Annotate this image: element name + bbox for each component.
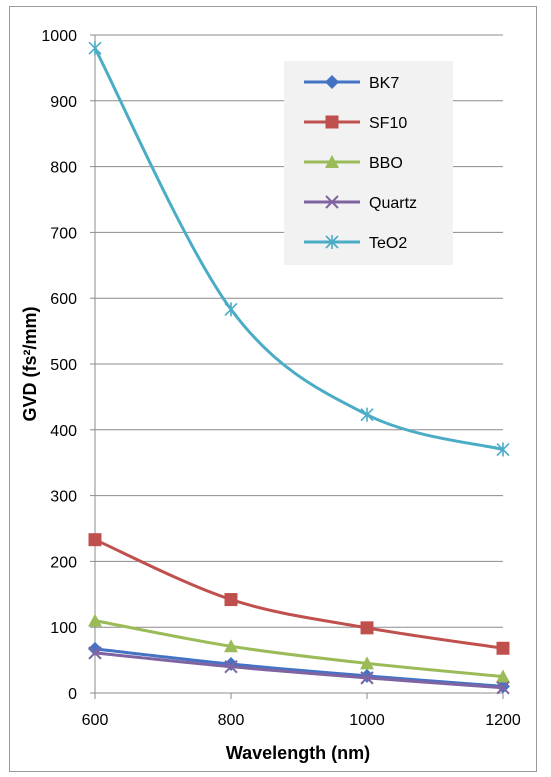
- x-tick-label: 600: [82, 712, 109, 729]
- legend-label-bk7: BK7: [369, 75, 399, 92]
- series-group: [88, 41, 510, 695]
- y-tick-label: 100: [50, 620, 77, 637]
- legend-marker-bbo: [325, 155, 339, 168]
- data-point-bbo: [360, 656, 374, 670]
- legend-label-sf10: SF10: [369, 115, 407, 132]
- data-point-sf10: [496, 641, 510, 655]
- data-point-bbo: [496, 669, 510, 683]
- y-tick-label: 200: [50, 554, 77, 571]
- series-line-teo2: [93, 47, 504, 451]
- legend-label-teo2: TeO2: [369, 235, 407, 252]
- data-point-bbo: [224, 639, 238, 653]
- data-point-sf10: [360, 621, 374, 635]
- x-tick-label: 1200: [485, 712, 521, 729]
- series-line-bk7: [94, 647, 504, 688]
- legend-marker-bk7: [325, 75, 339, 89]
- series-bbo: [88, 613, 510, 683]
- legend: BK7 SF10 BBO Quartz TeO2: [284, 61, 453, 265]
- legend-label-bbo: BBO: [369, 155, 403, 172]
- y-tick-label: 0: [68, 686, 77, 703]
- data-point-sf10: [224, 593, 238, 607]
- y-tick-label: 800: [50, 160, 77, 177]
- data-point-teo2: [88, 41, 102, 56]
- tick-labels: 0 100 200 300 400 500 600 700 800 900 1000 600 800 10…: [41, 28, 520, 729]
- series-line-quartz: [94, 651, 504, 690]
- axes: [90, 34, 504, 699]
- data-point-quartz: [496, 681, 510, 695]
- data-point-teo2: [224, 302, 238, 317]
- series-quartz: [88, 646, 510, 695]
- data-point-bbo: [88, 613, 102, 627]
- y-tick-label: 700: [50, 225, 77, 242]
- data-point-sf10: [88, 533, 102, 547]
- x-axis-title: Wavelength (nm): [226, 743, 370, 763]
- y-axis-title: GVD (fs²/mm): [20, 306, 40, 421]
- data-point-teo2: [360, 407, 374, 422]
- y-tick-label: 900: [50, 94, 77, 111]
- x-tick-label: 800: [218, 712, 245, 729]
- data-point-quartz: [224, 659, 238, 674]
- data-point-quartz: [88, 646, 102, 660]
- series-teo2: [88, 41, 510, 457]
- y-tick-label: 500: [50, 357, 77, 374]
- data-point-bk7: [360, 668, 374, 683]
- legend-label-quartz: Quartz: [369, 195, 417, 212]
- legend-marker-quartz: [325, 195, 339, 209]
- series-line-sf10: [94, 538, 504, 650]
- y-tick-label: 600: [50, 291, 77, 308]
- data-point-bk7: [224, 657, 238, 672]
- series-bk7: [88, 641, 510, 694]
- y-tick-label: 300: [50, 489, 77, 506]
- series-sf10: [88, 533, 510, 655]
- x-tick-label: 1000: [349, 712, 385, 729]
- legend-marker-sf10: [325, 115, 339, 129]
- series-line-bbo: [94, 619, 504, 679]
- data-point-quartz: [360, 671, 374, 685]
- y-tick-label: 1000: [41, 28, 77, 45]
- y-tick-label: 400: [50, 423, 77, 440]
- legend-marker-teo2: [325, 235, 339, 249]
- data-point-teo2: [496, 442, 510, 457]
